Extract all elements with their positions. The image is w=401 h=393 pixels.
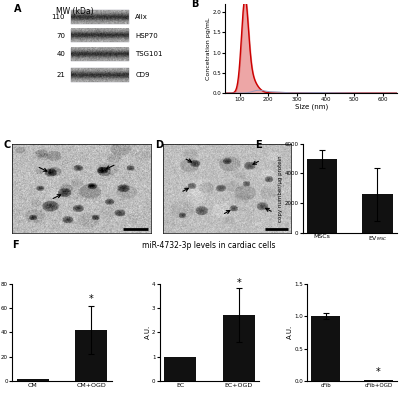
Text: E: E — [255, 140, 262, 150]
Bar — [362, 194, 393, 233]
Text: D: D — [155, 140, 163, 150]
Text: *: * — [376, 367, 381, 376]
Text: CD9: CD9 — [135, 72, 150, 78]
Text: C: C — [4, 140, 11, 150]
Bar — [16, 379, 49, 381]
Text: B: B — [191, 0, 198, 9]
Text: 110: 110 — [52, 14, 65, 20]
Y-axis label: A.U.: A.U. — [145, 325, 151, 340]
Bar — [312, 316, 340, 381]
Text: HSP70: HSP70 — [135, 33, 158, 39]
Bar — [223, 315, 255, 381]
Bar — [164, 357, 196, 381]
Text: TSG101: TSG101 — [135, 51, 163, 57]
Bar — [307, 159, 337, 233]
Text: *: * — [236, 278, 241, 288]
Text: A: A — [14, 4, 21, 14]
Text: 21: 21 — [56, 72, 65, 78]
Y-axis label: A.U.: A.U. — [287, 325, 293, 340]
Text: *: * — [89, 294, 93, 304]
Y-axis label: Concetration pg/mL: Concetration pg/mL — [206, 17, 211, 80]
Bar — [71, 68, 129, 81]
Text: MW (kDa): MW (kDa) — [56, 7, 93, 16]
Text: Alix: Alix — [135, 14, 148, 20]
Text: 70: 70 — [56, 33, 65, 39]
Text: 40: 40 — [56, 51, 65, 57]
Bar — [364, 380, 393, 381]
Bar — [71, 29, 129, 42]
Bar — [71, 48, 129, 61]
X-axis label: Size (nm): Size (nm) — [295, 104, 328, 110]
Bar — [75, 330, 107, 381]
Bar — [71, 10, 129, 24]
Text: F: F — [12, 240, 19, 250]
Text: miR-4732-3p levels in cardiac cells: miR-4732-3p levels in cardiac cells — [142, 241, 275, 250]
Y-axis label: copy number/µg protein: copy number/µg protein — [278, 155, 283, 222]
